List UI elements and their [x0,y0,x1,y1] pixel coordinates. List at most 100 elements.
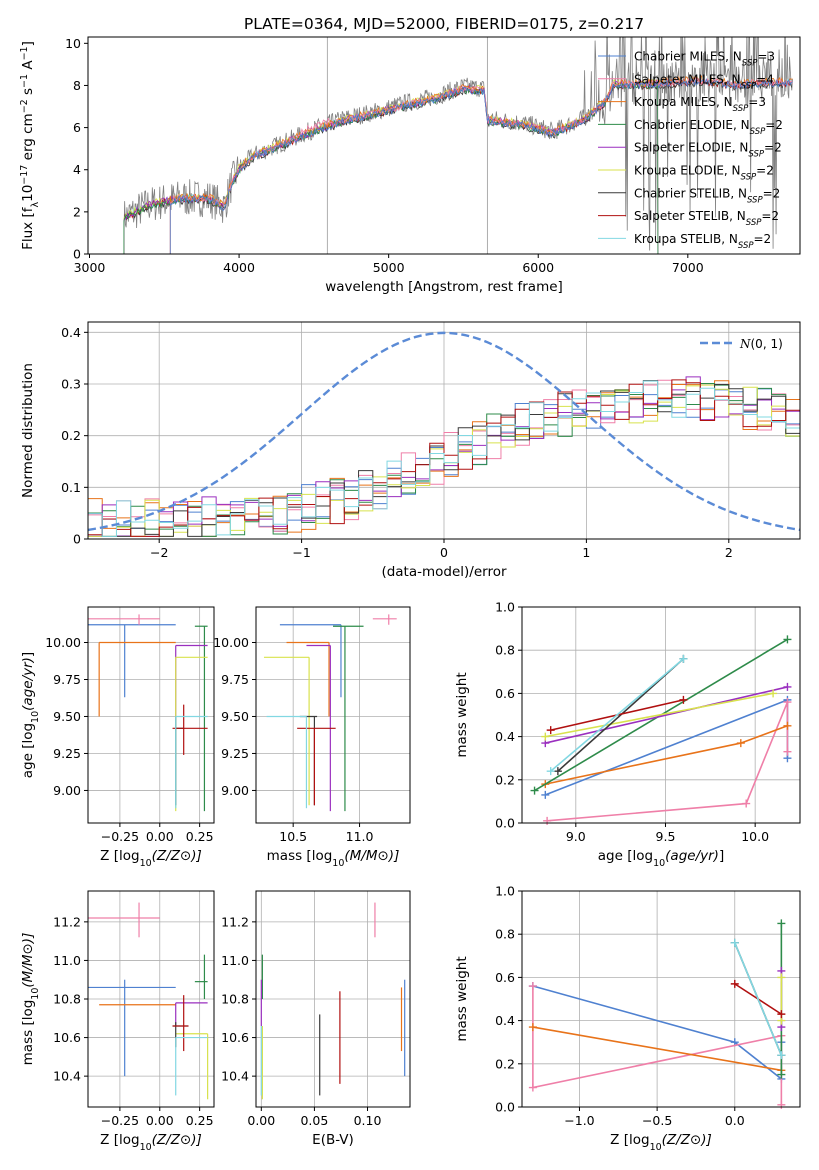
errorbar-point-4 [175,644,208,717]
errorbar-point-6 [175,716,184,806]
y-tick-label: 9.50 [221,709,249,724]
y-tick-label: 0 [73,247,81,262]
legend-label-2: Kroupa MILES, NSSP=3 [634,95,766,114]
y-tick-label: 4 [73,162,81,177]
y-tick-label: 8 [73,78,81,93]
y-tick-label: 0.2 [61,428,81,443]
errorbar-point-3 [194,625,208,812]
y-tick-label: 10.8 [53,992,81,1007]
y-tick-label: 9.25 [53,746,81,761]
weight-marker-5 [777,973,786,982]
weight-line-4 [545,686,788,744]
x-tick-label: 10.5 [279,829,307,844]
y-axis-label: mass [log10(M/M⊙)] [20,933,41,1066]
weight-marker-2 [528,1023,537,1032]
errorbar-point-7 [297,727,336,806]
residuals-panel: −2 −1 0 1 2 0 0.1 0.2 0.3 0.4 (data-model)/error No… [20,321,801,580]
weight-marker-1 [543,816,552,825]
weight-marker-2 [736,739,745,748]
model-spectrum-0 [169,77,793,254]
weight-marker-4 [783,682,792,691]
y-tick-label: 0 [73,532,81,547]
residuals-plot-area [88,331,800,537]
weight-vs-Z-panel: −1.0 −0.5 0.0 0.0 0.2 0.4 0.6 0.8 1.0 Z [log10(Z/… [454,884,801,1153]
y-tick-label: 10.4 [221,1069,249,1084]
errorbar-point-1 [88,614,160,625]
y-tick-label: 0.3 [61,377,81,392]
y-tick-label: 9.75 [53,672,81,687]
weight-marker-7 [730,979,739,988]
errorbar-point-5 [175,1033,209,1100]
plot-frame [521,890,801,1108]
legend-label-8: Kroupa STELIB, NSSP=2 [634,232,771,251]
weight-marker-1 [742,799,751,808]
y-tick-label: 10.8 [221,992,249,1007]
weight-marker-0 [541,790,550,799]
x-tick-label: 11.0 [346,829,374,844]
x-tick-label: 2 [725,545,733,560]
y-axis-label: Flux [fλ10−17 erg cm−2 s−1 A−1] [19,41,41,250]
weight-line-8 [734,942,783,1056]
y-tick-label: 11.2 [221,914,249,929]
weight-marker-5 [769,689,778,698]
y-tick-label: 10.4 [53,1069,81,1084]
weight-line-8 [550,658,684,772]
x-tick-label: 4000 [223,260,255,275]
y-tick-label: 2 [73,204,81,219]
y-tick-label: 1.0 [495,884,515,899]
x-axis-label: E(B-V) [312,1132,354,1148]
weight-vs-age-plot-area [530,635,792,825]
errorbar-point-0 [88,624,176,698]
x-tick-label: −1.0 [564,1113,594,1128]
x-tick-label: −1 [292,545,310,560]
spectrum-plot-area [123,37,793,254]
x-tick-label: 10.0 [741,829,769,844]
y-tick-label: 0.4 [495,729,515,744]
plot-frame [255,606,411,824]
x-tick-label: 0.10 [354,1113,382,1128]
errorbar-point-8 [266,715,308,809]
errorbar-point-3 [333,625,364,812]
y-tick-label: 0.2 [495,772,515,787]
legend-label-5: Kroupa ELODIE, NSSP=2 [634,164,774,183]
weight-vs-age-panel: 9.0 9.5 10.0 0.0 0.2 0.4 0.6 0.8 1.0 age [log10(a… [454,600,801,869]
y-tick-label: 0.2 [495,1056,515,1071]
y-tick-label: 0.4 [61,325,81,340]
x-axis-label: Z [log10(Z/Z⊙)] [100,1132,202,1153]
legend-label-7: Salpeter STELIB, NSSP=2 [634,209,779,228]
weight-marker-8 [777,1051,786,1060]
weight-vs-Z-plot-area [528,919,786,1109]
y-tick-label: 1.0 [495,600,515,615]
age-vs-Z-panel: −0.25 0.00 0.25 9.00 9.25 9.50 9.75 10.00 Z [log… [20,606,215,869]
weight-marker-1 [777,1100,786,1109]
y-tick-label: 9.00 [221,783,249,798]
spectrum-panel: 3000 4000 5000 6000 7000 0 2 4 6 8 10 wavelength [A… [19,36,801,295]
x-axis-label: Z [log10(Z/Z⊙)] [100,848,202,869]
x-tick-label: 0.0 [725,1113,745,1128]
y-axis-label: mass weight [454,956,470,1041]
residual-histogram-8 [88,380,800,537]
weight-marker-7 [679,695,688,704]
x-tick-label: −0.25 [101,1113,139,1128]
x-tick-label: −0.5 [642,1113,672,1128]
y-tick-label: 0.8 [495,927,515,942]
legend-label-6: Chabrier STELIB, NSSP=2 [634,186,780,205]
gaussian-curve [88,331,800,532]
weight-marker-3 [783,635,792,644]
x-tick-label: 9.5 [656,829,676,844]
errorbar-point-2 [98,641,176,717]
legend-gaussian-label: N(0, 1) [739,337,783,351]
y-tick-label: 6 [73,120,81,135]
errorbar-point-5 [263,656,310,806]
y-axis-label: age [log10(age/yr)] [20,652,41,778]
x-axis-label: Z [log10(Z/Z⊙)] [610,1132,712,1153]
y-tick-label: 10.6 [221,1030,249,1045]
errorbar-point-0 [279,624,342,698]
y-axis-label: mass weight [454,672,470,757]
weight-marker-8 [546,767,555,776]
y-tick-label: 9.25 [221,746,249,761]
x-tick-label: 9.0 [566,829,586,844]
legend-label-4: Salpeter ELODIE, NSSP=2 [634,141,782,160]
weight-marker-1 [528,982,537,991]
